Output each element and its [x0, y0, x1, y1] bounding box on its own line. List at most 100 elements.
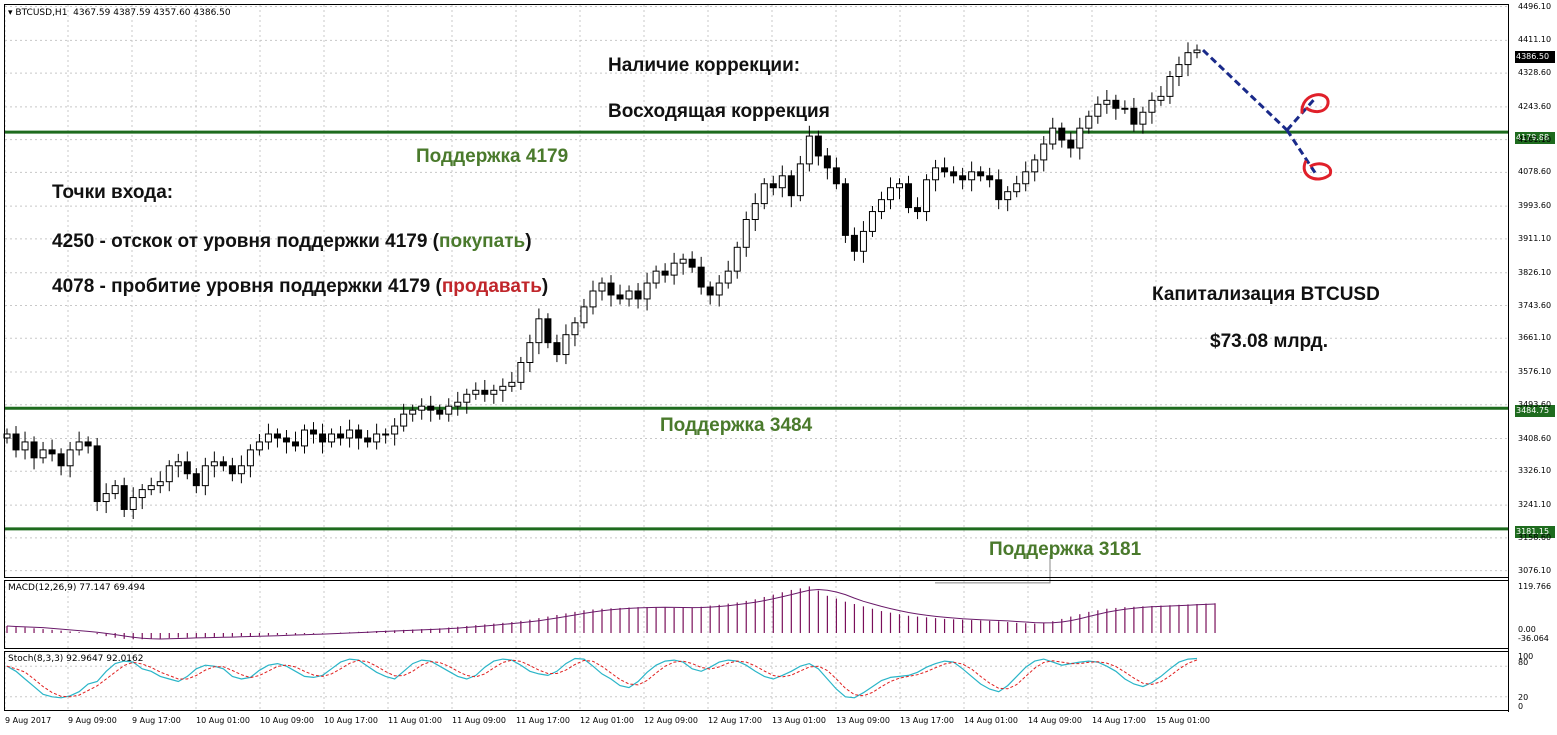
price-tick-label: 4496.10 — [1518, 1, 1552, 11]
candle-body — [1112, 99, 1120, 109]
forecast-path-buy — [1285, 98, 1316, 132]
candle-body — [544, 318, 552, 344]
candle-body — [751, 203, 759, 221]
candle-body — [147, 485, 155, 491]
price-tick-label: 3826.10 — [1518, 267, 1552, 277]
price-tick-label: 4328.60 — [1518, 68, 1552, 78]
candle-body — [742, 219, 750, 248]
candle-body — [400, 413, 408, 427]
candle-body — [724, 270, 732, 284]
time-tick-label: 13 Aug 09:00 — [836, 716, 890, 725]
candle-body — [670, 262, 678, 276]
candle-body — [679, 258, 687, 264]
correction-title: Наличие коррекции: — [608, 55, 801, 76]
callout-line — [935, 554, 1051, 584]
price-tick-label: 3408.60 — [1518, 433, 1552, 443]
time-tick-label: 11 Aug 17:00 — [516, 716, 570, 725]
entry-buy-text: 4250 - отскок от уровня поддержки 4179 ( — [52, 231, 440, 252]
candle-body — [850, 234, 858, 252]
price-tick-label: 3661.10 — [1518, 333, 1552, 343]
candle-body — [1103, 99, 1111, 105]
cap-value: $73.08 млрд. — [1210, 331, 1328, 352]
candle-body — [841, 183, 849, 236]
price-tick-label: 3326.10 — [1518, 466, 1552, 476]
forecast-arrows — [1201, 48, 1333, 181]
candle-body — [625, 290, 633, 300]
candle-body — [616, 294, 624, 300]
time-tick-label: 10 Aug 09:00 — [260, 716, 314, 725]
candle-body — [237, 465, 245, 475]
candle-body — [499, 385, 507, 391]
cap-title: Капитализация BTCUSD — [1152, 284, 1380, 305]
candle-body — [1004, 191, 1012, 201]
candle-body — [129, 497, 137, 510]
macd-label: MACD(12,26,9) 77.147 69.494 — [8, 583, 146, 593]
candle-body — [661, 270, 669, 276]
candle-body — [427, 405, 435, 411]
candle-body — [102, 493, 110, 503]
candle-body — [787, 175, 795, 197]
candle-body — [282, 437, 290, 443]
candle-body — [111, 485, 119, 495]
candle-body — [472, 389, 480, 395]
support-lines — [5, 130, 1508, 584]
stoch-tick-label: 100 — [1518, 652, 1534, 661]
candle-body — [526, 342, 534, 363]
candles — [3, 42, 1201, 520]
entry-sell-close: ) — [541, 276, 549, 297]
candle-body — [210, 461, 218, 467]
time-tick-label: 14 Aug 09:00 — [1028, 716, 1082, 725]
candle-body — [796, 163, 804, 197]
chevron-down-icon[interactable]: ▾ — [8, 8, 13, 18]
sell-action: продавать — [441, 276, 542, 297]
candle-body — [877, 199, 885, 213]
symbol-label: BTCUSD,H1 — [15, 8, 68, 18]
candle-body — [1121, 107, 1129, 110]
candle-body — [418, 405, 426, 411]
panel-frames — [4, 4, 1509, 712]
candle-body — [57, 453, 65, 467]
candle-body — [301, 429, 308, 447]
stoch-main-line — [6, 657, 1198, 699]
price-tick-label: 4243.60 — [1518, 101, 1552, 111]
candle-body — [75, 441, 83, 451]
candle-body — [12, 433, 20, 451]
candle-body — [886, 187, 894, 201]
candle-body — [373, 433, 381, 443]
candle-body — [580, 306, 588, 324]
time-tick-label: 12 Aug 17:00 — [708, 716, 762, 725]
price-tick-label: 4078.60 — [1518, 167, 1552, 177]
macd-tick-label: -36.064 — [1518, 634, 1549, 643]
candle-body — [201, 465, 209, 487]
candle-body — [634, 290, 642, 300]
ohlc-label: 4367.59 4387.59 4357.60 4386.50 — [73, 8, 231, 18]
candle-body — [823, 155, 831, 169]
support-label-3181: Поддержка 3181 — [989, 539, 1142, 560]
candle-body — [715, 282, 723, 296]
time-tick-label: 9 Aug 2017 — [5, 716, 52, 725]
candle-body — [571, 322, 579, 336]
candle-body — [1193, 49, 1201, 54]
time-tick-label: 11 Aug 09:00 — [452, 716, 506, 725]
candle-body — [84, 441, 92, 447]
candle-body — [174, 461, 182, 467]
candle-body — [914, 207, 922, 213]
candle-body — [156, 481, 164, 487]
candle-body — [923, 179, 931, 213]
candle-body — [760, 183, 768, 205]
candle-body — [1013, 183, 1021, 193]
price-tick-label: 3911.10 — [1518, 233, 1552, 243]
candle-body — [733, 246, 741, 272]
candle-body — [490, 389, 498, 395]
macd-panel-frame — [4, 580, 1509, 649]
candle-body — [273, 433, 281, 439]
candle-body — [1058, 127, 1066, 141]
candle-body — [941, 167, 949, 173]
time-tick-label: 15 Aug 01:00 — [1156, 716, 1210, 725]
support-tag-4179: 4179.88 — [1515, 132, 1555, 144]
candle-body — [1031, 159, 1039, 173]
time-tick-label: 14 Aug 01:00 — [964, 716, 1018, 725]
price-tick-label: 3576.10 — [1518, 367, 1552, 376]
